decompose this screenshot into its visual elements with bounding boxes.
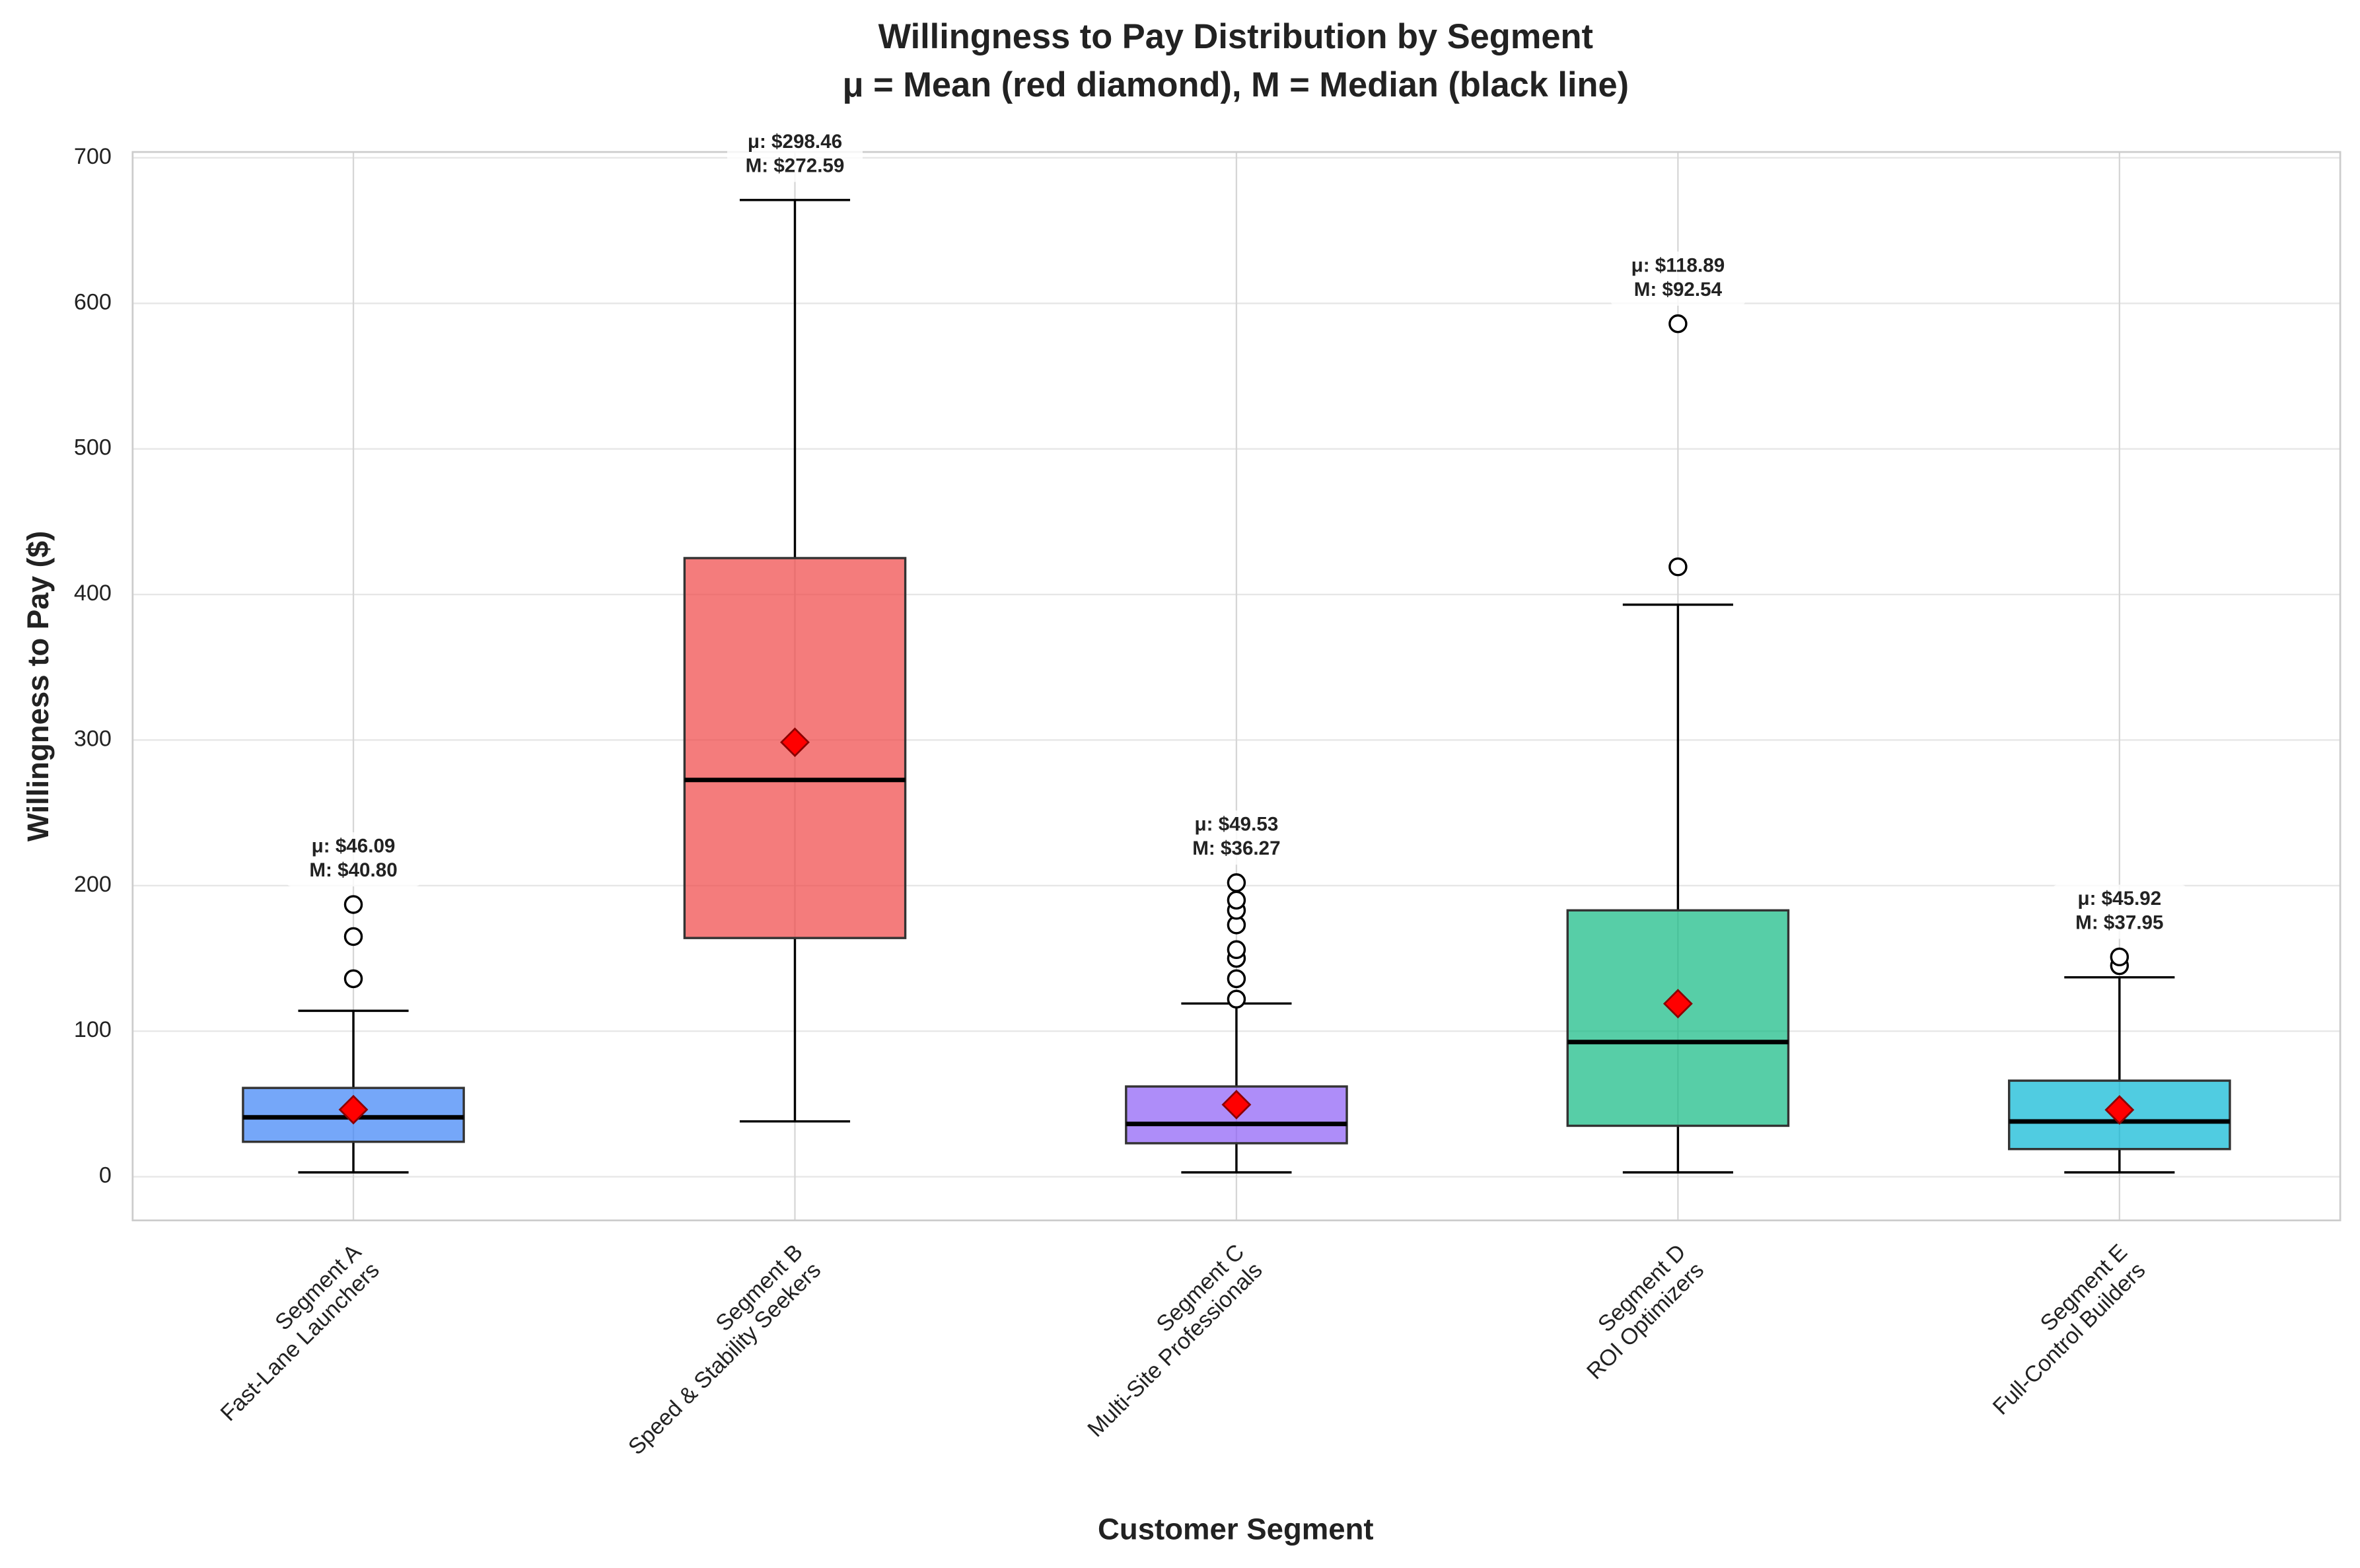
median-label: M: $36.27 — [1192, 837, 1280, 859]
outlier — [1227, 989, 1246, 1009]
outlier — [343, 927, 363, 946]
outlier — [1227, 890, 1246, 910]
median-label: M: $92.54 — [1634, 279, 1723, 301]
annotation-bg — [727, 127, 863, 182]
mean-marker — [2104, 1094, 2135, 1125]
mean-label: μ: $298.46 — [748, 131, 842, 153]
median-label: M: $40.80 — [309, 859, 397, 881]
y-tick-label: 600 — [74, 289, 112, 314]
y-tick-label: 300 — [74, 726, 112, 751]
annotation-bg — [285, 832, 421, 887]
y-tick-label: 500 — [74, 435, 112, 460]
annotation-bg — [1168, 810, 1305, 865]
outlier — [343, 969, 363, 989]
y-axis-label: Willingness to Pay ($) — [21, 531, 55, 841]
chart-subtitle: μ = Mean (red diamond), M = Median (blac… — [842, 66, 1629, 104]
outlier — [1227, 940, 1246, 960]
median-label: M: $272.59 — [746, 155, 845, 177]
mean-label: μ: $49.53 — [1195, 814, 1279, 836]
mean-label: μ: $45.92 — [2077, 888, 2161, 909]
mean-marker — [780, 727, 810, 758]
y-tick-label: 400 — [74, 581, 112, 606]
plot-frame — [131, 151, 2342, 1222]
outlier — [343, 895, 363, 914]
annotation-bg — [1610, 251, 1746, 306]
mean-marker — [1221, 1090, 1252, 1120]
y-tick-label: 200 — [74, 872, 112, 897]
outlier — [1227, 873, 1246, 892]
y-tick-label: 100 — [74, 1017, 112, 1042]
y-tick-label: 700 — [74, 144, 112, 169]
outlier — [1668, 557, 1688, 577]
annotation-bg — [2052, 884, 2188, 939]
mean-marker — [338, 1094, 369, 1125]
mean-label: μ: $46.09 — [312, 836, 396, 857]
outlier — [1668, 314, 1688, 334]
median-label: M: $37.95 — [2075, 912, 2163, 934]
mean-marker — [1663, 989, 1693, 1019]
y-tick-label: 0 — [99, 1163, 112, 1188]
outlier — [2110, 947, 2129, 967]
mean-label: μ: $118.89 — [1631, 254, 1725, 276]
chart-title: Willingness to Pay Distribution by Segme… — [878, 18, 1593, 56]
outlier — [1227, 969, 1246, 989]
x-axis-label: Customer Segment — [1098, 1513, 1374, 1546]
